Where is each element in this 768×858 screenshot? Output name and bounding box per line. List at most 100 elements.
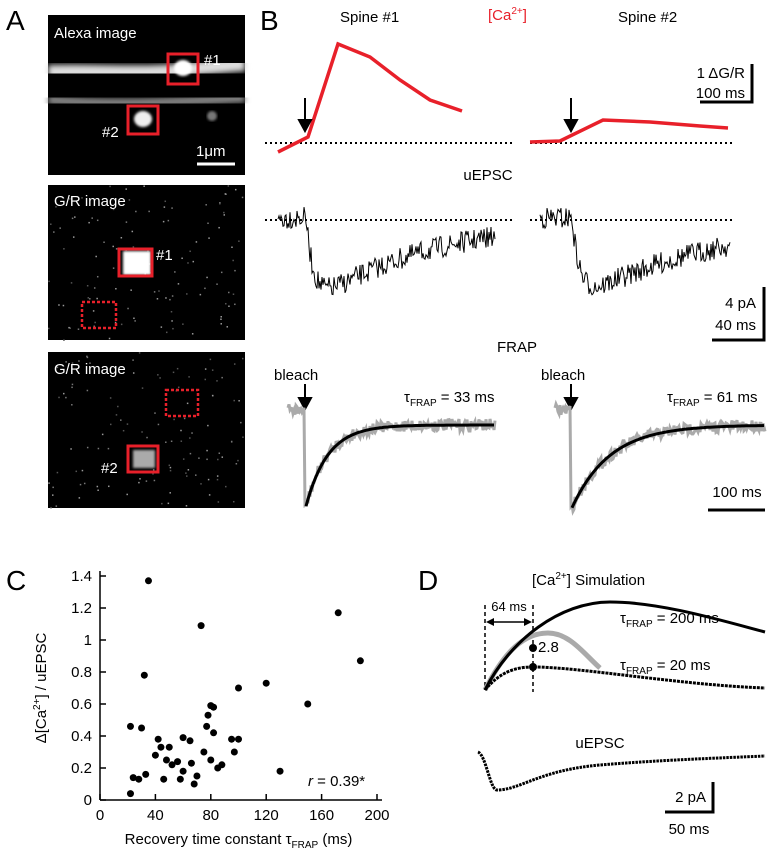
speckle [77,328,80,330]
speckle [112,267,115,269]
speckle [63,392,65,395]
scale-bar [700,64,766,512]
speckle [109,185,111,188]
scale-label: 4 pA [725,295,756,312]
point [135,775,143,783]
speckle [139,478,141,480]
speckle [91,217,93,219]
speckle [211,369,214,371]
image-label: G/R image [54,193,126,210]
speckle [145,480,148,482]
sim-trace [477,750,766,792]
text-part: Recovery time constant τ [125,831,292,848]
speckle [71,217,74,220]
speckle [131,230,134,233]
speckle [170,440,173,443]
point [179,767,187,775]
speckle [112,208,115,211]
point [200,748,208,756]
speckle [220,316,222,318]
speckle [153,479,156,482]
speckle [183,417,186,420]
speckle [108,485,110,488]
point [176,775,184,783]
speckle [63,339,65,341]
speckle [87,297,90,299]
speckle [89,298,91,300]
x-axis-label: Recovery time constant τFRAP (ms) [125,831,353,851]
speckle [199,293,202,296]
speckle [241,357,244,360]
panel-label: C [6,565,26,596]
speckle [132,372,135,374]
speckle [216,475,219,477]
speckle [70,282,73,284]
sim-title: [Ca2+] Simulation [532,571,645,589]
speckle [48,327,50,330]
speckle [97,489,99,492]
speckle [50,506,52,509]
gr-image: G/R image #2 [48,352,245,509]
point [174,758,182,766]
speckle [186,402,189,405]
point [228,735,236,743]
speckle [152,469,155,471]
speckle [120,419,122,421]
speckle [182,458,185,460]
speckle [152,473,154,475]
speckle [146,436,148,439]
point [204,711,212,719]
speckle [168,464,171,467]
speckle [158,290,160,292]
speckle [163,206,166,208]
section-title: uEPSC [575,735,624,752]
point [144,577,152,585]
column-title: Spine #2 [618,9,677,26]
baseline [265,142,732,221]
speckle [189,437,191,439]
speckle [115,414,118,416]
speckle [109,397,112,399]
text-part: = 33 ms [437,389,495,406]
speckle [182,323,184,325]
x-tick-label: 40 [147,807,164,824]
x-tick-label: 160 [309,807,334,824]
speckle [112,245,114,248]
text-part: = 61 ms [700,389,758,406]
tau-label: τFRAP = 33 ms [404,389,495,409]
speckle [120,323,123,326]
speckle [181,257,183,260]
speckle [164,200,167,203]
speckle [93,325,95,328]
speckle [192,260,195,263]
tau-label: τFRAP = 200 ms [620,610,719,630]
speckle [173,418,175,421]
point [207,756,215,764]
point [179,734,187,742]
speckle [200,483,202,485]
speckle [65,361,67,363]
alexa-image: Alexa image #1 #2 1μm [47,15,246,175]
point [140,671,148,679]
speckle [79,483,82,486]
speckle [58,304,60,306]
text-part: FRAP [410,398,437,409]
speckle [216,283,218,285]
speckle [125,221,128,223]
speckle [234,188,237,191]
text-part: ] [523,7,527,24]
point [203,722,211,730]
text-part: (ms) [318,831,352,848]
text-part: 2+ [32,698,43,710]
column-title: Spine #1 [340,9,399,26]
speckle [205,204,207,206]
speckle [240,421,242,424]
speckle [59,227,61,229]
speckle [108,337,111,340]
spine-label: #2 [102,124,119,141]
text-part: [Ca [532,572,556,589]
speckle [218,452,221,454]
ca-trace [529,118,729,144]
speckle [132,246,135,248]
section-title: FRAP [497,339,537,356]
